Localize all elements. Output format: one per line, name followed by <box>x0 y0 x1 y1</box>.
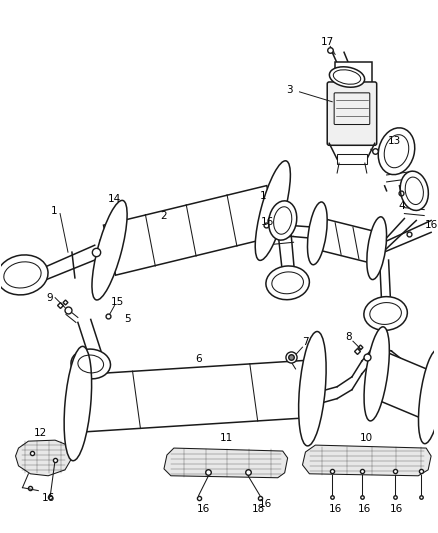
Text: 17: 17 <box>321 37 334 47</box>
Ellipse shape <box>92 200 127 300</box>
Text: 10: 10 <box>360 433 373 443</box>
Text: 11: 11 <box>220 433 233 443</box>
Text: 7: 7 <box>302 337 309 347</box>
Ellipse shape <box>329 67 365 87</box>
Text: 16: 16 <box>42 492 55 503</box>
Text: 16: 16 <box>261 217 275 228</box>
Polygon shape <box>164 448 288 478</box>
Polygon shape <box>367 352 438 418</box>
Text: 15: 15 <box>111 297 124 306</box>
Text: 8: 8 <box>346 332 352 342</box>
Ellipse shape <box>378 128 415 175</box>
Text: 16: 16 <box>259 499 272 510</box>
Text: 16: 16 <box>328 504 342 514</box>
Text: 16: 16 <box>197 504 210 514</box>
Ellipse shape <box>367 217 387 280</box>
Polygon shape <box>303 445 431 476</box>
Ellipse shape <box>268 201 297 240</box>
Ellipse shape <box>71 349 110 379</box>
Polygon shape <box>314 218 381 263</box>
Ellipse shape <box>266 266 309 300</box>
Polygon shape <box>76 360 314 432</box>
Text: 6: 6 <box>195 354 202 364</box>
Polygon shape <box>335 62 372 98</box>
Text: 14: 14 <box>108 193 121 204</box>
Ellipse shape <box>307 202 327 265</box>
Polygon shape <box>337 154 367 164</box>
Ellipse shape <box>418 350 438 443</box>
Text: 3: 3 <box>286 85 293 95</box>
Text: 1: 1 <box>51 206 57 215</box>
Text: 12: 12 <box>34 428 47 438</box>
Text: 2: 2 <box>161 211 167 221</box>
Ellipse shape <box>299 332 326 446</box>
Ellipse shape <box>400 171 428 211</box>
Text: 5: 5 <box>124 314 131 325</box>
Ellipse shape <box>0 255 48 295</box>
Text: 16: 16 <box>390 504 403 514</box>
Text: 16: 16 <box>358 504 371 514</box>
FancyBboxPatch shape <box>327 82 377 146</box>
Text: 16: 16 <box>424 221 438 230</box>
Ellipse shape <box>364 327 389 421</box>
Text: 9: 9 <box>47 293 53 303</box>
Text: 4: 4 <box>398 200 405 211</box>
Ellipse shape <box>364 297 407 330</box>
Text: 13: 13 <box>388 136 401 147</box>
Ellipse shape <box>255 161 290 261</box>
Polygon shape <box>103 185 279 275</box>
Ellipse shape <box>64 346 92 461</box>
Text: 18: 18 <box>251 504 265 514</box>
Polygon shape <box>15 440 72 476</box>
Text: 1: 1 <box>260 191 266 201</box>
